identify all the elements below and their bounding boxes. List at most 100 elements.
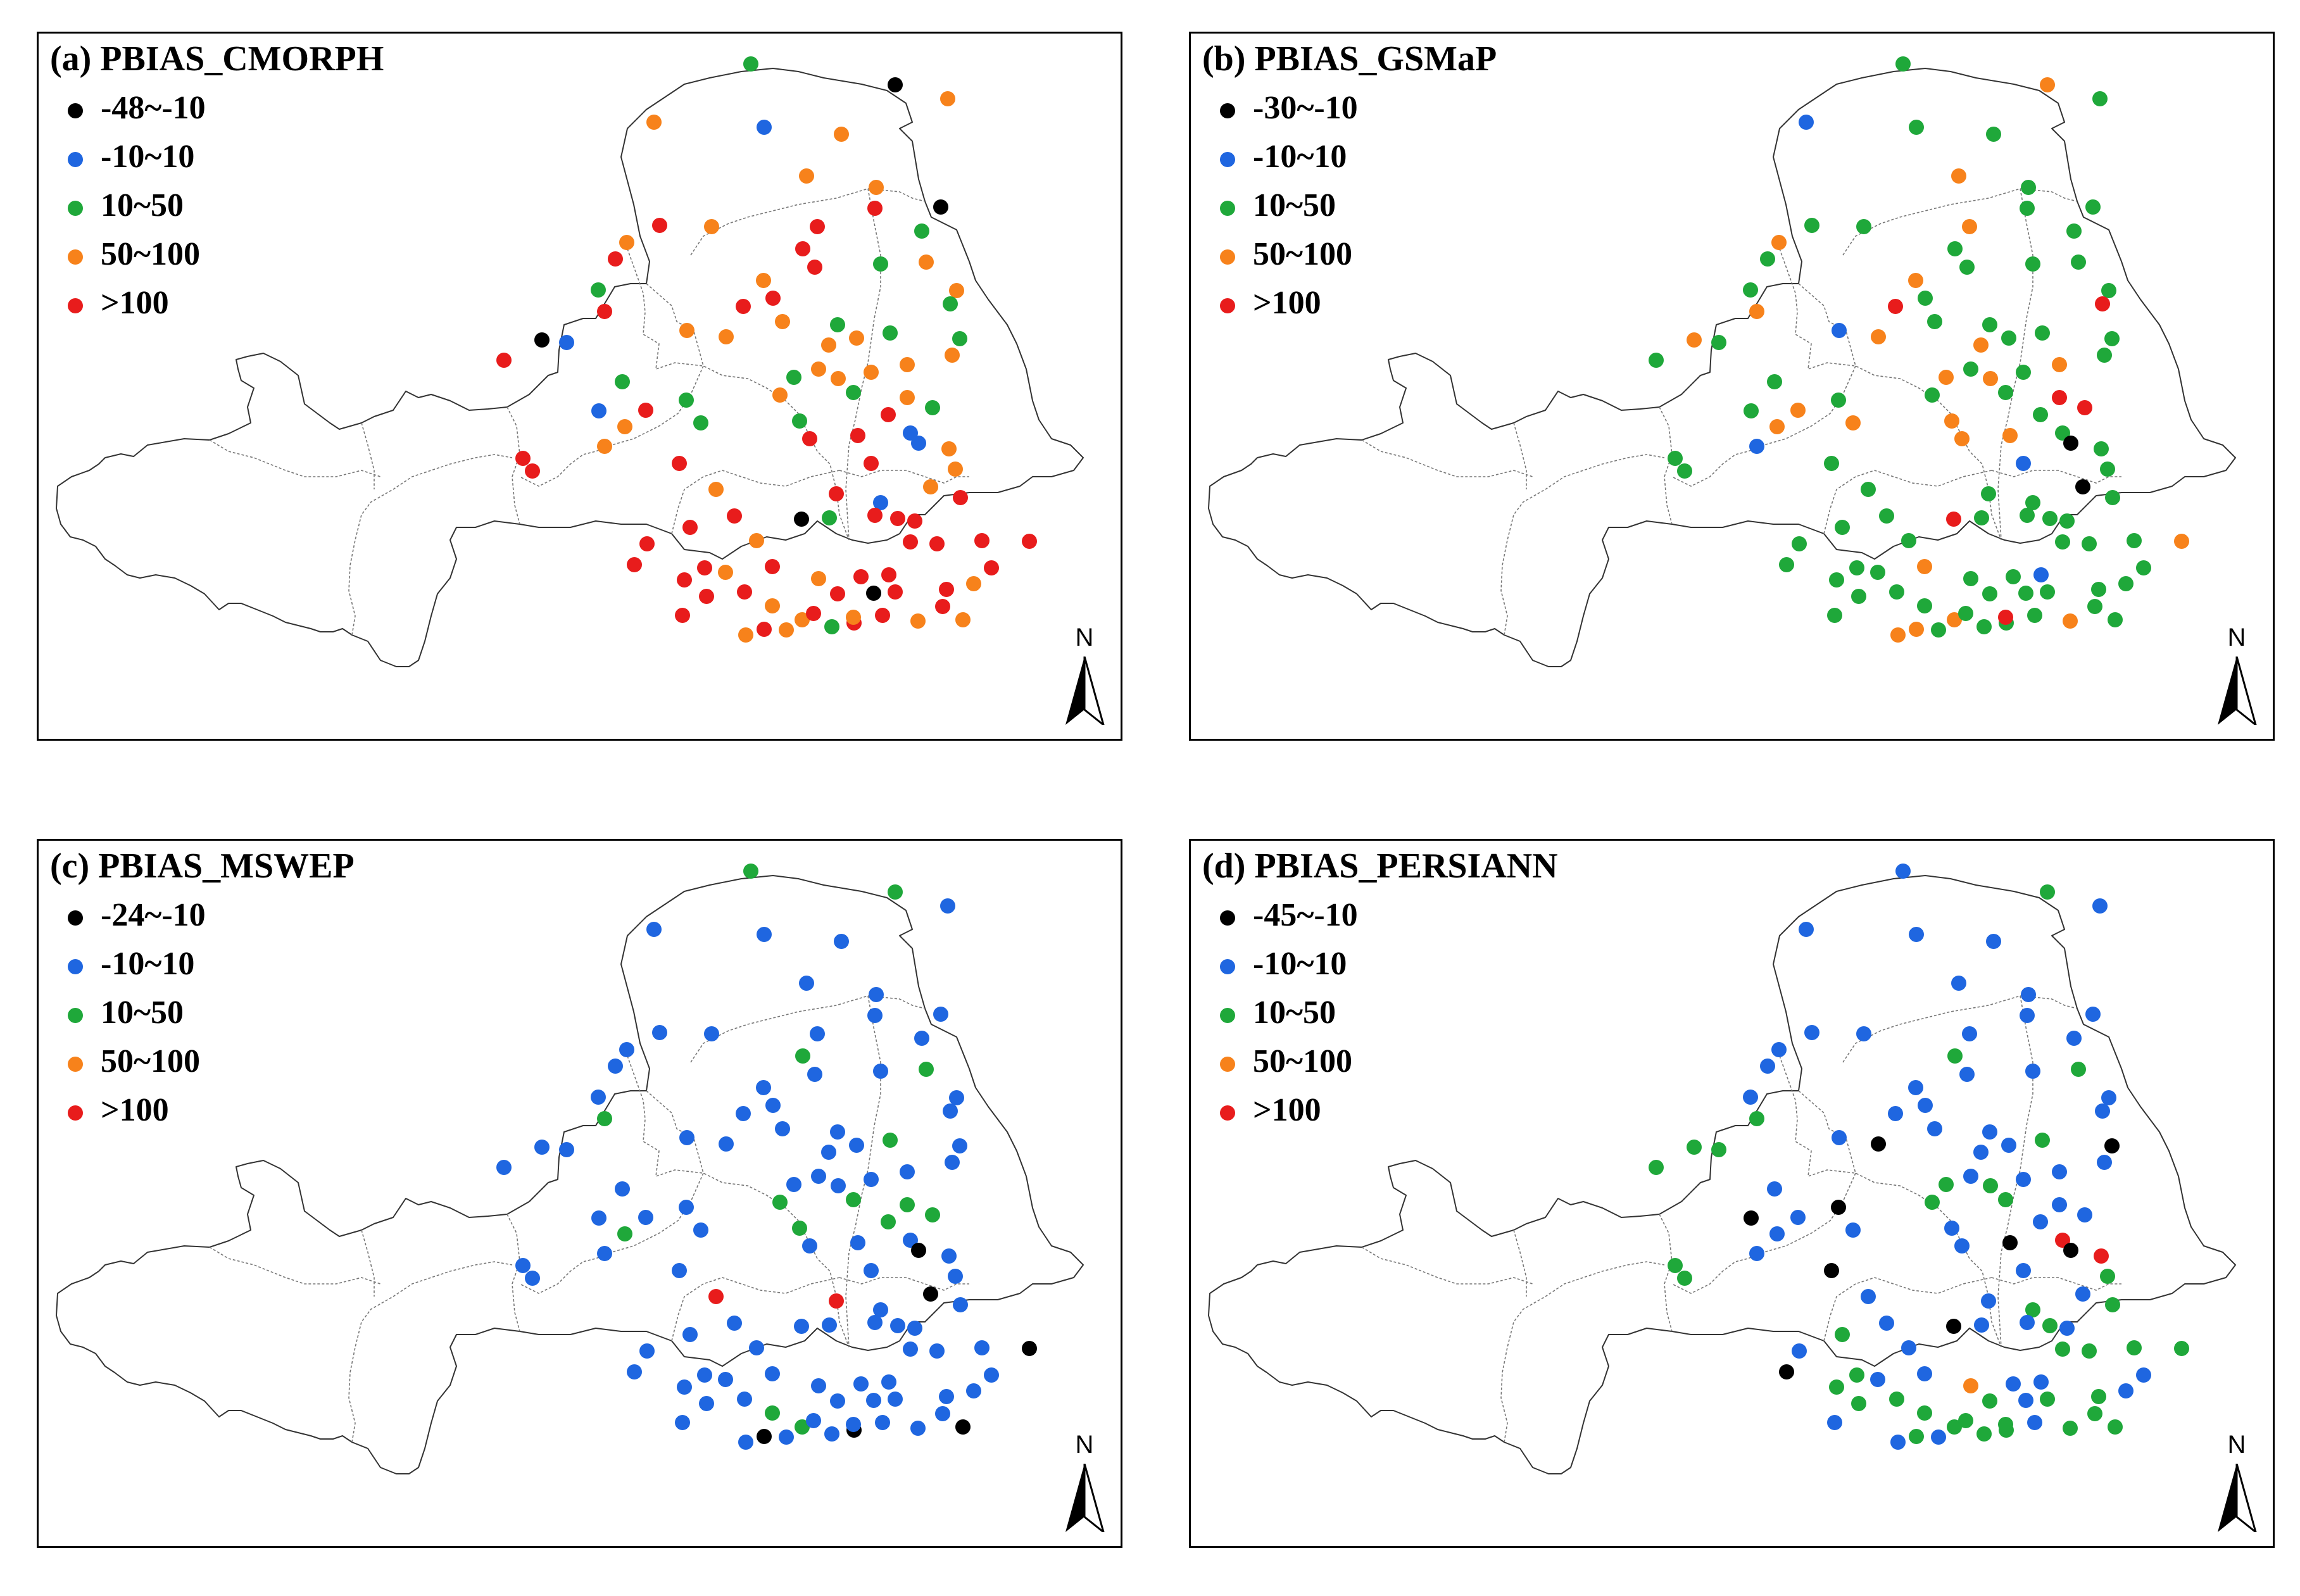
legend-label: >100 (101, 1092, 169, 1128)
station-dot (679, 1130, 694, 1145)
station-dot (1998, 1192, 2013, 1207)
station-dot (1829, 572, 1844, 588)
station-dot (675, 1415, 690, 1430)
sub-basin-boundary (845, 188, 881, 541)
station-dot (2033, 1214, 2048, 1229)
station-dot (2104, 331, 2120, 346)
station-dot (2105, 490, 2120, 505)
basin-map (56, 864, 1084, 1474)
basin-map (1208, 864, 2236, 1474)
station-dot (1998, 1417, 2013, 1432)
station-dot (534, 1140, 550, 1155)
station-dot (900, 1197, 915, 1212)
station-dot (775, 314, 790, 329)
station-dot (1767, 1181, 1782, 1197)
station-dot (682, 1327, 698, 1342)
station-dot (1917, 559, 1932, 574)
station-dot (652, 1025, 667, 1040)
station-dot (821, 1145, 836, 1160)
station-dot (639, 1343, 655, 1359)
sub-basin-boundary (627, 248, 799, 414)
station-dot (864, 1172, 879, 1187)
north-label: N (1075, 1431, 1094, 1459)
station-dot (1959, 1067, 1975, 1082)
sub-basin-boundary (671, 1277, 840, 1342)
station-dot (1944, 413, 1959, 429)
basin-map (1208, 56, 2236, 667)
sub-basin-boundary (671, 470, 840, 534)
station-dot (1829, 1379, 1844, 1395)
station-dot (2077, 1207, 2092, 1222)
station-dot (597, 304, 612, 319)
legend-label: 10~50 (101, 995, 184, 1031)
legend-label: -10~10 (101, 946, 195, 982)
station-dot (834, 127, 849, 142)
station-dot (940, 91, 955, 106)
station-dot (738, 1435, 753, 1450)
sub-basin-boundary (1798, 283, 1856, 367)
station-dot (1954, 431, 1970, 446)
station-dot (765, 1405, 780, 1421)
station-dot (822, 510, 837, 525)
station-dot (890, 511, 905, 526)
legend-dot (68, 249, 83, 265)
north-label: N (2227, 624, 2246, 651)
station-dot (2018, 586, 2033, 601)
station-dot (984, 560, 999, 575)
station-dot (2082, 1343, 2097, 1359)
station-dot (2092, 91, 2108, 106)
station-dot (867, 201, 883, 216)
station-dot (811, 571, 826, 586)
station-dot (824, 1426, 839, 1442)
station-dot (1962, 219, 1977, 234)
station-dot (849, 1138, 864, 1153)
station-dot (1861, 482, 1876, 497)
station-dot (2095, 296, 2110, 311)
station-dot (888, 584, 903, 600)
legend-dot (1220, 1008, 1235, 1023)
station-dot (2075, 1286, 2090, 1302)
station-dot (1973, 1145, 1989, 1160)
station-dot (853, 1376, 869, 1392)
station-dot (1845, 1222, 1861, 1238)
station-dot (910, 613, 926, 629)
legend-dot (68, 298, 83, 313)
station-dot (756, 1080, 771, 1095)
panel-title: (a) PBIAS_CMORPH (50, 39, 384, 79)
station-dot (1889, 1392, 1904, 1407)
station-dot (1981, 486, 1996, 501)
station-dot (534, 332, 550, 348)
station-dot (718, 1372, 733, 1387)
legend-label: 10~50 (101, 187, 184, 223)
station-dot (849, 330, 864, 346)
station-dot (2020, 201, 2035, 216)
station-dot (1856, 219, 1871, 234)
station-dot (2027, 1415, 2042, 1430)
station-dot (1804, 1025, 1819, 1040)
station-dot (1983, 1178, 1998, 1193)
legend-dot (1220, 1057, 1235, 1072)
station-dot (1827, 608, 1842, 623)
legend-dot (1220, 249, 1235, 265)
station-dot (2095, 1103, 2110, 1119)
legend-dot (1220, 103, 1235, 118)
station-dot (743, 56, 758, 72)
station-dot (1851, 589, 1866, 604)
station-dot (1917, 598, 1932, 613)
station-dot (1771, 235, 1787, 250)
station-dot (591, 1090, 606, 1105)
station-dot (1790, 1210, 1806, 1225)
station-dot (2077, 400, 2092, 415)
station-dot (929, 536, 945, 551)
legend-dot (68, 1008, 83, 1023)
station-dot (638, 1210, 653, 1225)
station-dot (955, 612, 971, 627)
station-dot (925, 400, 940, 415)
station-dot (940, 898, 955, 914)
station-dot (2001, 330, 2016, 346)
station-dot (974, 533, 990, 548)
station-dot (1743, 1090, 1758, 1105)
station-dot (1908, 273, 1923, 288)
legend-label: >100 (1253, 1092, 1321, 1128)
north-arrow: N (1062, 624, 1107, 725)
